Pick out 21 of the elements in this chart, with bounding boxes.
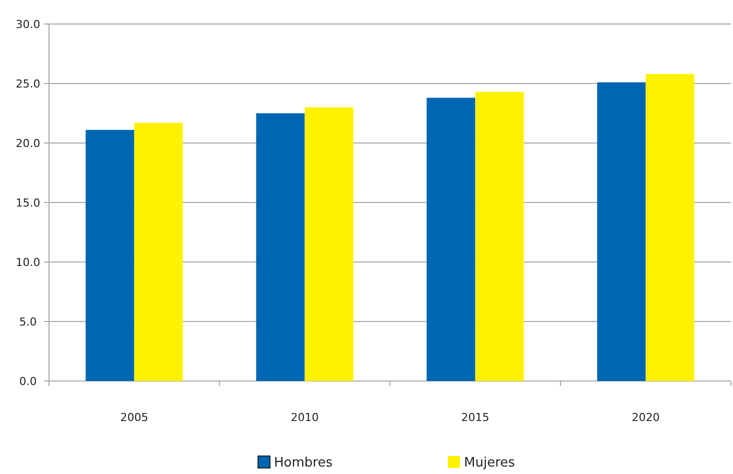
y-tick-label: 30.0 [16, 18, 40, 31]
bar [256, 113, 305, 381]
legend-label: Mujeres [464, 456, 516, 471]
bar [475, 92, 524, 381]
bar [86, 130, 134, 381]
bar [597, 82, 646, 381]
y-tick-label: 0.0 [19, 374, 37, 388]
y-tick-label: 5.0 [19, 315, 37, 328]
x-tick-label: 2005 [120, 411, 148, 424]
x-tick-label: 2015 [461, 411, 490, 424]
y-tick-label: 20.0 [16, 136, 40, 150]
y-tick-label: 15.0 [16, 196, 40, 210]
bar [304, 107, 354, 381]
bar [134, 122, 183, 381]
bar [426, 98, 476, 381]
bar [646, 74, 694, 381]
y-tick-label: 25.0 [16, 77, 40, 90]
y-tick-label: 10.0 [16, 256, 40, 269]
x-tick-label: 2010 [290, 411, 319, 424]
x-tick-label: 2020 [632, 411, 660, 424]
legend-label: Hombres [274, 456, 333, 471]
